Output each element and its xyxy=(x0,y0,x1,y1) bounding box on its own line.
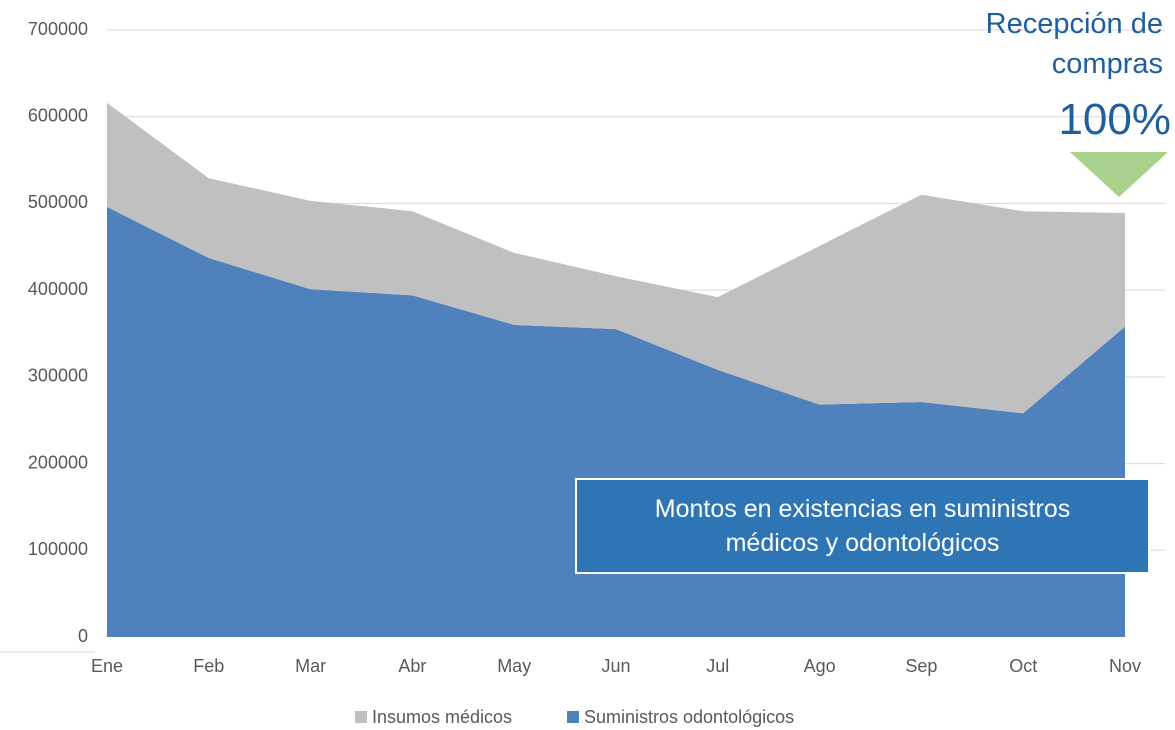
y-tick-label: 500000 xyxy=(28,192,88,212)
x-tick-label: Jul xyxy=(706,656,729,676)
x-tick-label: Nov xyxy=(1109,656,1141,676)
x-tick-label: Mar xyxy=(295,656,326,676)
y-tick-label: 200000 xyxy=(28,452,88,472)
x-tick-label: Jun xyxy=(601,656,630,676)
area xyxy=(107,102,1125,414)
y-tick-label: 100000 xyxy=(28,539,88,559)
x-tick-label: Feb xyxy=(193,656,224,676)
y-tick-label: 600000 xyxy=(28,105,88,125)
annotation-heading: Recepción de compras xyxy=(985,8,1163,80)
y-tick-label: 300000 xyxy=(28,366,88,386)
x-tick-label: May xyxy=(497,656,531,676)
x-tick-label: Abr xyxy=(398,656,426,676)
annotation-box: Montos en existencias en suministros méd… xyxy=(575,478,1150,574)
x-tick-label: Sep xyxy=(905,656,937,676)
y-tick-label: 400000 xyxy=(28,279,88,299)
legend-label: Suministros odontológicos xyxy=(584,707,794,727)
x-tick-label: Ene xyxy=(91,656,123,676)
annotation-percent: 100% xyxy=(1058,95,1171,144)
y-tick-label: 700000 xyxy=(28,19,88,39)
x-tick-label: Ago xyxy=(804,656,836,676)
y-tick-label: 0 xyxy=(78,626,88,646)
legend-swatch xyxy=(355,711,367,723)
legend-label: Insumos médicos xyxy=(372,707,512,727)
legend-swatch xyxy=(567,711,579,723)
x-tick-label: Oct xyxy=(1009,656,1037,676)
